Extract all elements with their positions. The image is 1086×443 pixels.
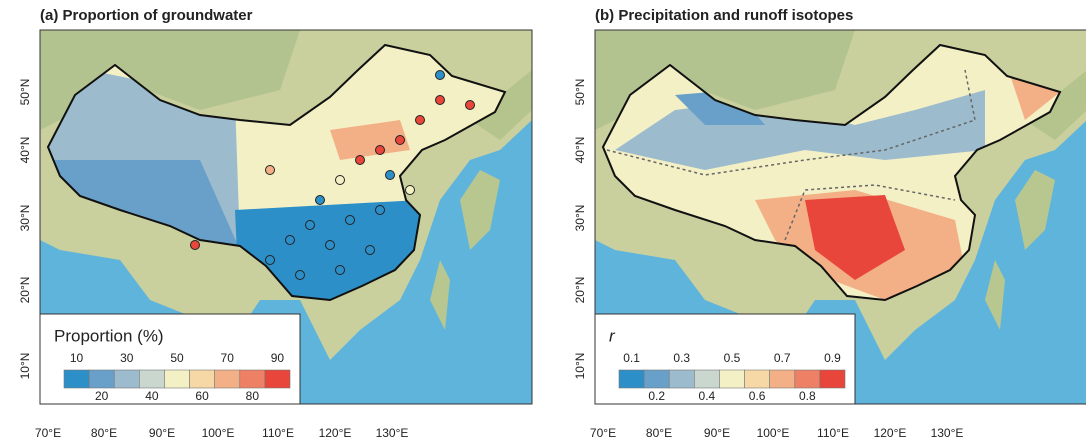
colorbar-segment	[215, 370, 240, 388]
colorbar-segment	[190, 370, 215, 388]
panel: (a) Proportion of groundwater 50°N 40°N 30°…	[18, 7, 540, 440]
legend-label: 0.1	[623, 351, 640, 365]
longitude-label: 130°E	[376, 426, 409, 440]
colorbar-segment	[619, 370, 644, 388]
longitude-label: 100°E	[757, 426, 790, 440]
legend-label: 50	[170, 351, 184, 365]
colorbar-segment	[89, 370, 114, 388]
legend-label: 0.6	[749, 389, 766, 403]
legend-label: 0.2	[648, 389, 665, 403]
longitude-label: 110°E	[817, 426, 849, 440]
longitude-label: 110°E	[262, 426, 294, 440]
longitude-label: 70°E	[590, 426, 616, 440]
longitude-label: 90°E	[149, 426, 175, 440]
colorbar-segment	[694, 370, 719, 388]
colorbar-segment	[64, 370, 89, 388]
colorbar-segment	[719, 370, 744, 388]
legend-label: 20	[95, 389, 109, 403]
legend-label: 80	[246, 389, 260, 403]
colorbar-segment	[240, 370, 265, 388]
legend-label: 0.4	[699, 389, 716, 403]
panel-title: (b) Precipitation and runoff isotopes	[595, 7, 853, 24]
legend-label: 0.7	[774, 351, 791, 365]
legend-label: 0.3	[673, 351, 690, 365]
colorbar-segment	[644, 370, 669, 388]
figure: (a) Proportion of groundwater 50°N 40°N 30°…	[0, 0, 1086, 443]
longitude-label: 130°E	[931, 426, 964, 440]
longitude-label: 90°E	[704, 426, 730, 440]
colorbar-segment	[795, 370, 820, 388]
panel: (b) Precipitation and runoff isotopes 50°…	[573, 7, 1086, 440]
longitude-label: 120°E	[319, 426, 352, 440]
legend-label: 90	[271, 351, 285, 365]
legend-label: 0.5	[724, 351, 741, 365]
colorbar-segment	[770, 370, 795, 388]
latitude-label: 10°N	[573, 353, 587, 380]
legend-title: Proportion (%)	[54, 326, 164, 345]
latitude-label: 40°N	[18, 137, 32, 164]
latitude-label: 40°N	[573, 137, 587, 164]
legend-label: 10	[70, 351, 84, 365]
longitude-label: 80°E	[91, 426, 117, 440]
colorbar-segment	[745, 370, 770, 388]
latitude-label: 50°N	[18, 79, 32, 106]
latitude-label: 20°N	[18, 277, 32, 304]
latitude-label: 30°N	[18, 205, 32, 232]
latitude-label: 10°N	[18, 353, 32, 380]
panel-title: (a) Proportion of groundwater	[40, 7, 253, 24]
latitude-label: 30°N	[573, 205, 587, 232]
colorbar-segment	[820, 370, 845, 388]
colorbar-segment	[164, 370, 189, 388]
legend-label: 0.8	[799, 389, 816, 403]
latitude-label: 20°N	[573, 277, 587, 304]
longitude-label: 100°E	[202, 426, 235, 440]
longitude-label: 70°E	[35, 426, 61, 440]
legend-label: 40	[145, 389, 159, 403]
legend-label: 30	[120, 351, 134, 365]
latitude-label: 50°N	[573, 79, 587, 106]
colorbar-segment	[669, 370, 694, 388]
longitude-label: 120°E	[874, 426, 907, 440]
colorbar-segment	[114, 370, 139, 388]
legend-label: 70	[221, 351, 235, 365]
colorbar-segment	[139, 370, 164, 388]
longitude-label: 80°E	[646, 426, 672, 440]
legend-label: 0.9	[824, 351, 841, 365]
legend-label: 60	[195, 389, 209, 403]
colorbar-segment	[265, 370, 290, 388]
